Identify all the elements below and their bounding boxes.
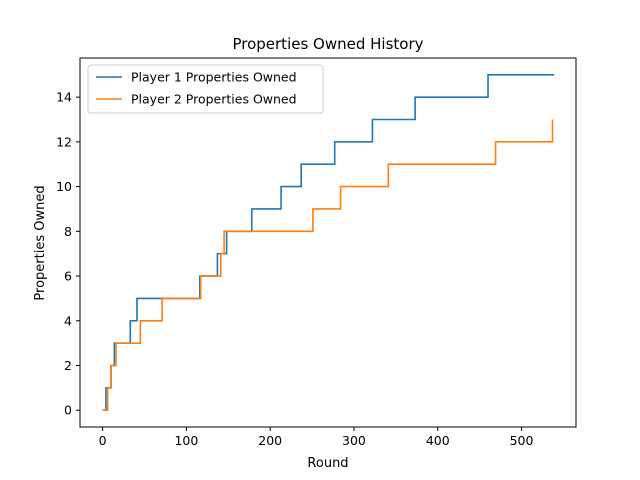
chart-title: Properties Owned History: [232, 35, 423, 53]
x-tick-label: 200: [258, 433, 282, 448]
x-tick-label: 500: [510, 433, 534, 448]
y-tick-label: 8: [64, 224, 72, 239]
y-axis-label: Properties Owned: [33, 185, 48, 300]
y-tick-label: 12: [56, 134, 72, 149]
x-tick-label: 100: [174, 433, 198, 448]
x-tick-label: 400: [426, 433, 450, 448]
y-tick-label: 0: [64, 403, 72, 418]
series-line-player-2: [102, 119, 554, 412]
x-axis: 0 100 200 300 400 500: [99, 427, 534, 448]
legend: Player 1 Properties Owned Player 2 Proper…: [87, 64, 324, 114]
x-tick-label: 300: [342, 433, 366, 448]
series-line-player-1: [102, 73, 555, 412]
y-tick-label: 4: [64, 313, 72, 328]
y-tick-label: 10: [56, 179, 72, 194]
x-axis-label: Round: [307, 456, 348, 471]
y-axis: 0 2 4 6 8 10 12 14: [56, 90, 80, 418]
y-tick-label: 2: [64, 358, 72, 373]
legend-box: [87, 64, 324, 114]
axes-frame: [79, 57, 577, 428]
legend-label-player-2: Player 2 Properties Owned: [131, 92, 297, 107]
legend-label-player-1: Player 1 Properties Owned: [131, 70, 297, 85]
y-tick-label: 6: [64, 269, 72, 284]
x-tick-label: 0: [99, 433, 107, 448]
y-tick-label: 14: [56, 90, 72, 105]
plot-area: [79, 57, 577, 428]
